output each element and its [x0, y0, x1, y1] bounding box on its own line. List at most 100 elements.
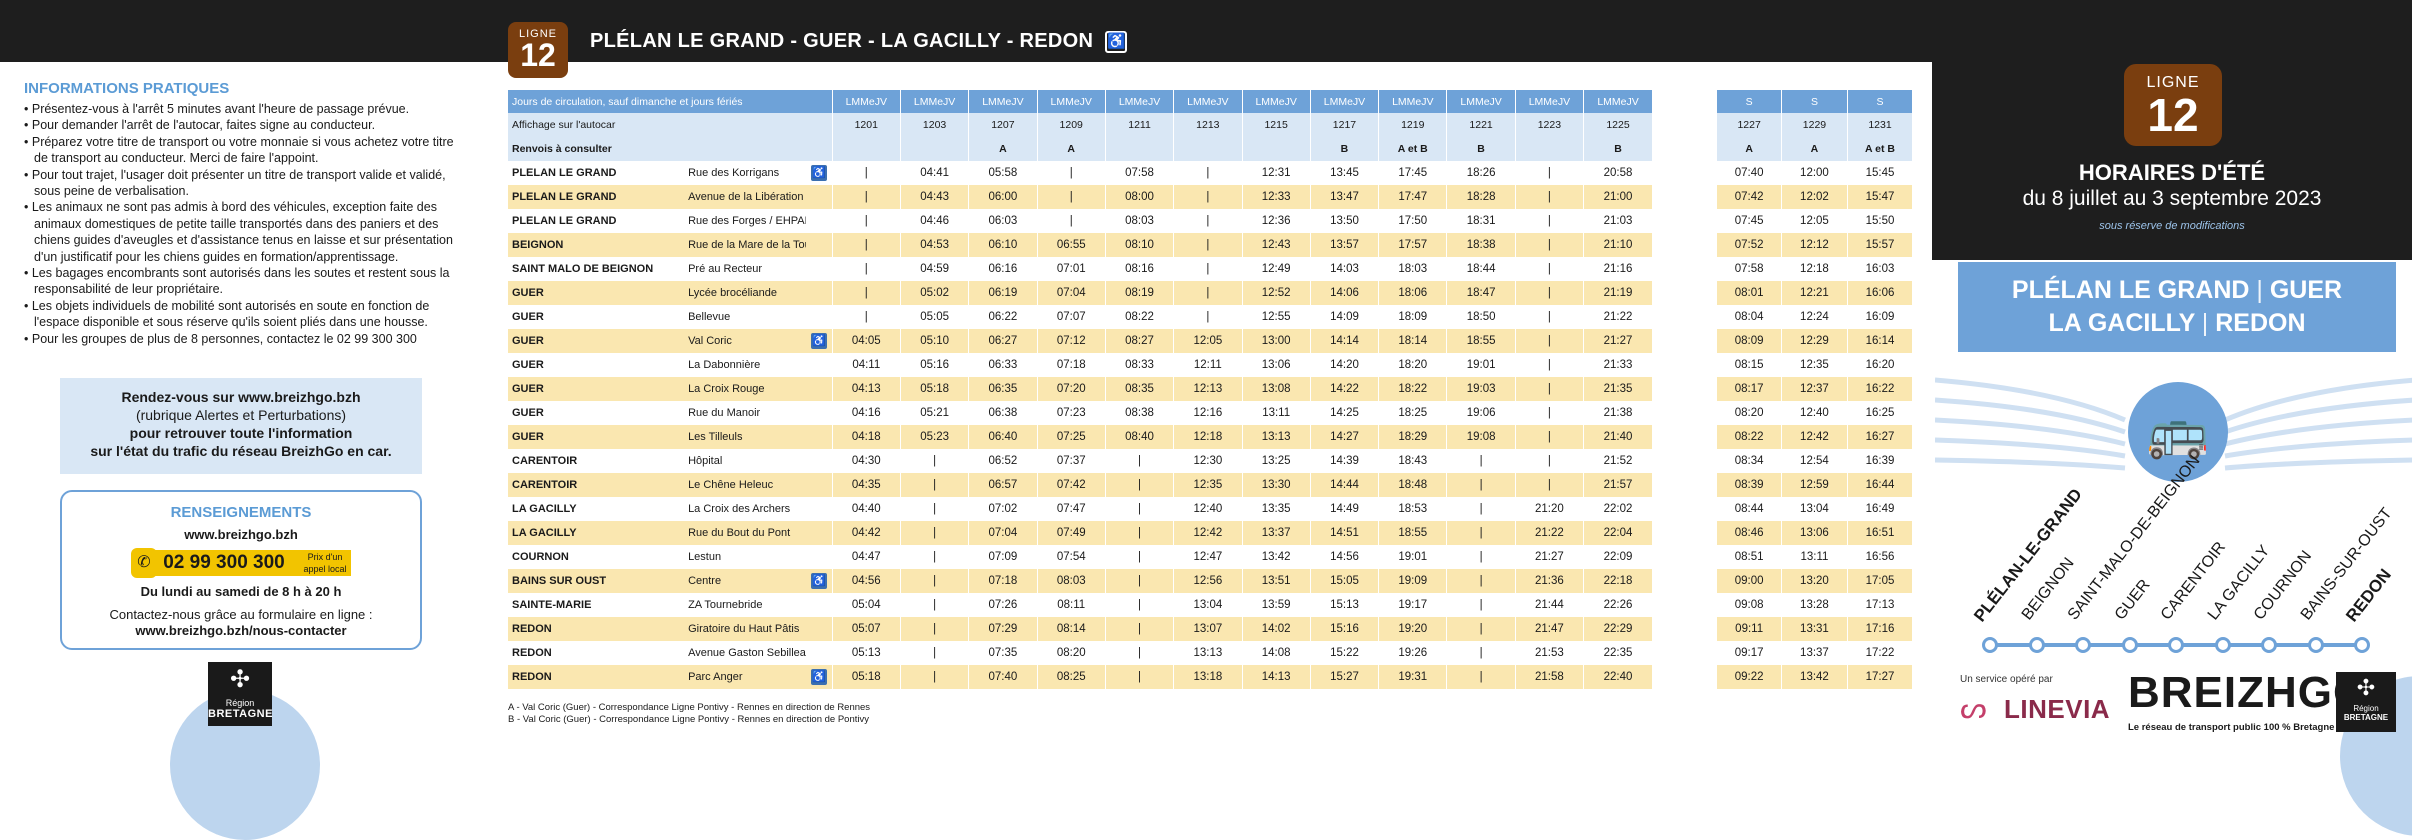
- decorative-stripes: [1935, 377, 2412, 471]
- dest-separator: |: [2201, 309, 2209, 337]
- sat-time-cell: 08:20: [1715, 401, 1782, 425]
- region-small-label: Région: [225, 698, 255, 708]
- time-cell: 21:19: [1583, 281, 1652, 305]
- sat-table-row: 09:00 13:20 17:05: [1715, 569, 1913, 593]
- stop-cell: Parc Anger: [686, 665, 807, 689]
- table-row: LA GACILLY La Croix des Archers 04:40 | 07:0…: [508, 497, 1652, 521]
- accessibility-cell: [806, 377, 833, 401]
- time-cell: 13:18: [1173, 665, 1242, 689]
- time-cell: 06:00: [968, 185, 1038, 209]
- sat-time-cell: 07:45: [1715, 209, 1782, 233]
- time-cell: 07:35: [968, 641, 1038, 665]
- time-cell: 08:35: [1104, 377, 1174, 401]
- dest-plelan: PLÉLAN LE GRAND: [2011, 276, 2250, 304]
- breizhgo-logo: BREIZHGO: [2128, 668, 2369, 717]
- time-cell: 14:08: [1241, 641, 1311, 665]
- time-cell: 14:49: [1309, 497, 1379, 521]
- header-cell: [899, 137, 969, 161]
- time-cell: 06:35: [968, 377, 1038, 401]
- time-cell: 14:27: [1309, 425, 1379, 449]
- sat-time-cell: 08:04: [1715, 305, 1782, 329]
- right-line-badge-number: 12: [2147, 89, 2199, 141]
- time-cell: 18:06: [1378, 281, 1447, 305]
- time-cell: 07:54: [1036, 545, 1106, 569]
- sat-table-row: 08:22 12:42 16:27: [1715, 425, 1913, 449]
- stop-cell: Centre: [686, 569, 807, 593]
- time-cell: |: [1514, 209, 1584, 233]
- wheelchair-icon: ♿: [810, 165, 827, 181]
- time-cell: 04:40: [831, 497, 901, 521]
- sat-time-cell: 08:46: [1715, 521, 1782, 545]
- table-row: GUER Les Tilleuls 04:18 05:23 06:40 07:25 08:4…: [508, 425, 1652, 449]
- town-cell: GUER: [508, 425, 687, 449]
- season-dates: du 8 juillet au 3 septembre 2023: [2022, 187, 2322, 210]
- time-cell: |: [1104, 569, 1174, 593]
- time-cell: 08:16: [1104, 257, 1174, 281]
- sat-table-row: 08:20 12:40 16:25: [1715, 401, 1913, 425]
- header-cell: LMMeJV: [1378, 90, 1447, 113]
- contact-form-link[interactable]: www.breizhgo.bzh/nous-contacter: [135, 623, 347, 638]
- time-cell: 18:53: [1378, 497, 1447, 521]
- dest-redon: REDON: [2215, 309, 2306, 337]
- time-cell: 18:55: [1378, 521, 1447, 545]
- time-cell: 19:17: [1378, 593, 1447, 617]
- contact-website[interactable]: www.breizhgo.bzh: [184, 527, 298, 542]
- sat-time-cell: 08:34: [1715, 449, 1782, 473]
- time-cell: 13:51: [1241, 569, 1311, 593]
- time-cell: 21:22: [1583, 305, 1652, 329]
- time-cell: |: [1514, 353, 1584, 377]
- sat-time-cell: 08:51: [1715, 545, 1782, 569]
- accessibility-cell: ♿: [806, 329, 833, 353]
- sat-time-cell: 16:22: [1846, 377, 1913, 401]
- time-cell: 22:02: [1583, 497, 1652, 521]
- line-badge: LIGNE 12: [508, 22, 568, 78]
- web-box-line4: sur l'état du trafic du réseau BreizhGo …: [90, 443, 392, 459]
- info-item: Les bagages encombrants sont autorisés d…: [24, 265, 464, 298]
- season-title: HORAIRES D'ÉTÉ: [2078, 160, 2266, 185]
- sat-time-cell: 16:39: [1846, 449, 1913, 473]
- time-cell: 12:42: [1173, 521, 1242, 545]
- accessibility-cell: ♿: [806, 665, 833, 689]
- time-cell: |: [1036, 209, 1106, 233]
- table-row: PLELAN LE GRAND Avenue de la Libération | 0…: [508, 185, 1652, 209]
- time-cell: |: [1104, 521, 1174, 545]
- time-cell: 13:06: [1241, 353, 1311, 377]
- footnote-a: A - Val Coric (Guer) - Correspondance Li…: [508, 702, 871, 713]
- header-cell: LMMeJV: [1514, 90, 1584, 113]
- sat-time-cell: 08:17: [1715, 377, 1782, 401]
- accessibility-cell: [806, 425, 833, 449]
- contact-form-label: Contactez-nous grâce au formulaire en li…: [109, 607, 373, 622]
- web-box-line2: (rubrique Alertes et Perturbations): [135, 407, 347, 423]
- table-row: BAINS SUR OUST Centre ♿ 04:56 | 07:18 08:03 | 12…: [508, 569, 1652, 593]
- time-cell: |: [1104, 641, 1174, 665]
- time-cell: |: [1446, 521, 1516, 545]
- sat-time-cell: 15:45: [1846, 161, 1913, 185]
- time-cell: 04:16: [831, 401, 901, 425]
- sat-time-cell: 08:44: [1715, 497, 1782, 521]
- header-cell: 1221: [1446, 113, 1516, 137]
- region-bretagne-logo: ✣ Région BRETAGNE: [208, 662, 272, 726]
- table-row: CARENTOIR Le Chêne Heleuc 04:35 | 06:57 07:42…: [508, 473, 1652, 497]
- sat-time-cell: 16:49: [1846, 497, 1913, 521]
- phone-number[interactable]: 02 99 300 300: [149, 550, 299, 576]
- time-cell: 13:11: [1241, 401, 1311, 425]
- sat-time-cell: 12:00: [1781, 161, 1848, 185]
- stop-cell: Pré au Recteur: [688, 263, 763, 275]
- time-cell: 04:18: [831, 425, 901, 449]
- stop-cell: Giratoire du Haut Pâtis: [686, 617, 807, 641]
- time-cell: 04:47: [831, 545, 901, 569]
- time-cell: |: [1514, 161, 1584, 185]
- time-cell: |: [899, 665, 969, 689]
- sat-time-cell: 09:11: [1715, 617, 1782, 641]
- time-cell: 07:26: [968, 593, 1038, 617]
- stop-cell: Rue du Bout du Pont: [686, 521, 807, 545]
- destination-box: PLÉLAN LE GRAND | GUER LA GACILLY | REDO…: [1958, 262, 2396, 352]
- sat-time-cell: 16:09: [1846, 305, 1913, 329]
- header-cell: 1201: [831, 113, 901, 137]
- time-cell: |: [1173, 161, 1242, 185]
- line-badge-number: 12: [520, 37, 556, 73]
- time-cell: |: [1446, 569, 1516, 593]
- time-cell: |: [1514, 185, 1584, 209]
- header-cell: [1173, 137, 1242, 161]
- info-item: Pour tout trajet, l'usager doit présente…: [24, 167, 464, 200]
